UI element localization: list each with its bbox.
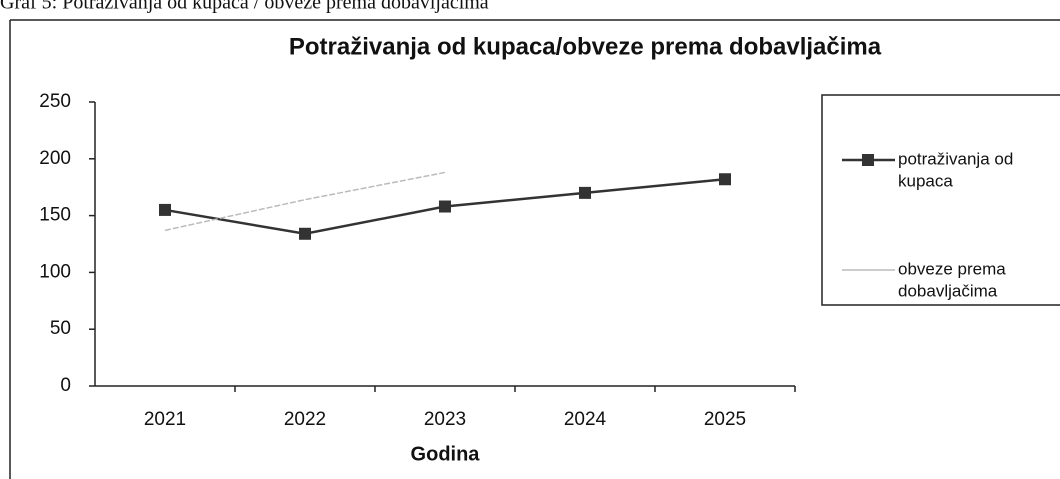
legend-box <box>821 94 1060 306</box>
series-line <box>164 171 446 232</box>
x-tick-label: 2022 <box>284 409 326 430</box>
y-tick-label: 50 <box>50 318 71 339</box>
legend-label: obveze prema <box>898 259 1006 278</box>
x-tick-label: 2023 <box>424 409 466 430</box>
legend-label: potraživanja od <box>898 149 1013 168</box>
legend-label: kupaca <box>898 171 953 190</box>
x-axis-title: Godina <box>411 443 481 465</box>
y-tick-label: 0 <box>60 375 71 396</box>
caption: Graf 5: Potraživanja od kupaca / obveze … <box>0 0 489 14</box>
point-marker <box>299 227 311 240</box>
y-tick-label: 200 <box>39 148 71 169</box>
legend-label: dobavljačima <box>898 281 998 300</box>
y-tick-label: 250 <box>39 91 71 112</box>
y-tick-label: 150 <box>39 205 71 226</box>
x-tick-label: 2025 <box>704 409 746 430</box>
chart-title: Potraživanja od kupaca/obveze prema doba… <box>289 33 882 60</box>
point-marker <box>719 173 731 186</box>
y-tick-label: 100 <box>39 261 71 282</box>
x-tick-label: 2024 <box>564 409 607 430</box>
x-tick-label: 2021 <box>144 409 186 430</box>
point-marker <box>579 186 591 199</box>
legend-marker <box>862 154 874 166</box>
point-marker <box>159 203 171 216</box>
point-marker <box>439 200 451 213</box>
